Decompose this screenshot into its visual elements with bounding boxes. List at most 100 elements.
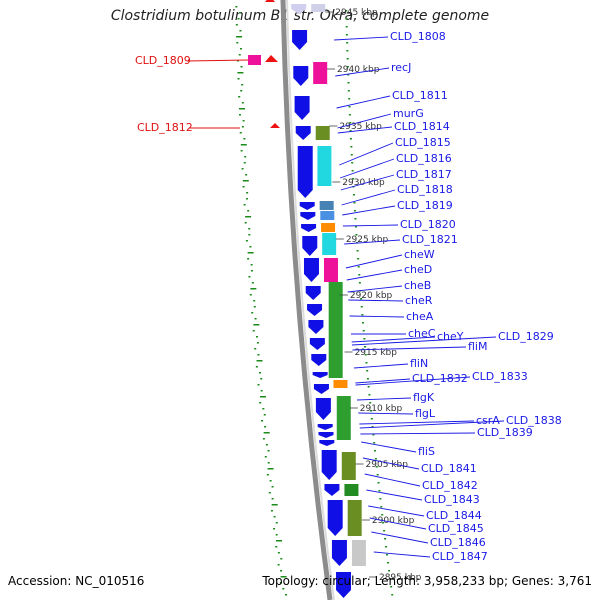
gc-tick bbox=[253, 300, 256, 302]
gc-tick bbox=[254, 318, 257, 320]
gene-label-flin: fliN bbox=[410, 357, 428, 370]
gene-label-chew: cheW bbox=[404, 248, 435, 261]
gc-tick bbox=[238, 54, 241, 56]
gc-tick bbox=[253, 324, 260, 326]
leader-line bbox=[339, 158, 395, 179]
gc-tick bbox=[387, 562, 390, 564]
leader-line bbox=[342, 224, 399, 227]
leader-line bbox=[369, 517, 427, 530]
gc-tick bbox=[256, 342, 259, 344]
gc-tick bbox=[360, 298, 363, 300]
gc-tick bbox=[355, 234, 358, 236]
gc-tick bbox=[280, 570, 283, 572]
gc-tick bbox=[348, 98, 351, 100]
gc-tick bbox=[348, 114, 351, 116]
gc-tick bbox=[243, 162, 246, 164]
gene-block bbox=[344, 484, 359, 496]
gc-tick bbox=[277, 552, 280, 554]
gc-tick bbox=[385, 546, 388, 548]
gc-tick bbox=[347, 74, 350, 76]
gc-tick bbox=[380, 506, 383, 508]
leader-line bbox=[366, 489, 423, 501]
gc-tick bbox=[374, 450, 377, 452]
gc-tick bbox=[365, 362, 368, 364]
leader-line bbox=[337, 126, 393, 134]
gc-tick bbox=[269, 480, 272, 482]
gc-tick bbox=[266, 474, 269, 476]
gene-label-cld_1845: CLD_1845 bbox=[428, 522, 484, 535]
gene-label-murg: murG bbox=[393, 107, 424, 120]
gc-tick bbox=[280, 576, 287, 578]
leader-line bbox=[353, 363, 409, 369]
leader-line bbox=[355, 376, 471, 386]
gc-tick bbox=[377, 482, 380, 484]
gc-tick bbox=[247, 252, 254, 254]
gene-label-cld_1818: CLD_1818 bbox=[397, 183, 453, 196]
gc-tick bbox=[366, 378, 369, 380]
gc-tick bbox=[241, 168, 244, 170]
gene-arrow bbox=[313, 384, 329, 394]
gene-arrow bbox=[317, 424, 333, 430]
gc-tick bbox=[243, 204, 246, 206]
leader-line bbox=[345, 254, 403, 269]
topology-text: Topology: circular; Length: 3,958,233 bp… bbox=[262, 574, 592, 588]
gc-tick bbox=[358, 282, 361, 284]
gc-tick bbox=[275, 534, 278, 536]
gc-tick bbox=[240, 150, 243, 152]
gene-label-cld_1811: CLD_1811 bbox=[392, 89, 448, 102]
gc-tick bbox=[271, 498, 274, 500]
leader-line bbox=[355, 378, 411, 384]
gene-label-cld_1819: CLD_1819 bbox=[397, 199, 453, 212]
gene-block bbox=[311, 4, 326, 12]
gene-label-flim: fliM bbox=[468, 340, 487, 353]
gc-tick bbox=[248, 234, 251, 236]
gene-label-chey: cheY bbox=[437, 330, 464, 343]
gc-tick bbox=[381, 514, 384, 516]
gc-tick bbox=[364, 346, 367, 348]
gene-label-cld_1809: CLD_1809 bbox=[135, 54, 191, 67]
gc-tick bbox=[236, 42, 239, 44]
kbp-label: 2915 kbp bbox=[355, 348, 398, 358]
gc-tick bbox=[246, 192, 249, 194]
leader-line bbox=[351, 336, 497, 346]
gc-tick bbox=[252, 330, 255, 332]
leader-line bbox=[371, 531, 429, 544]
gene-block bbox=[321, 223, 336, 232]
gc-tick bbox=[240, 144, 247, 146]
gene-label-cld_1832: CLD_1832 bbox=[412, 372, 468, 385]
gc-tick bbox=[349, 130, 352, 132]
leader-line bbox=[351, 336, 436, 343]
gc-tick bbox=[357, 266, 360, 268]
gc-tick bbox=[353, 210, 356, 212]
gc-tick bbox=[352, 194, 355, 196]
gc-tick bbox=[372, 434, 375, 436]
gc-tick bbox=[366, 370, 369, 372]
kbp-label: 2935 kbp bbox=[339, 122, 382, 132]
gene-block bbox=[320, 211, 335, 220]
gene-label-ched: cheD bbox=[404, 263, 432, 276]
gene-arrow bbox=[305, 286, 321, 300]
gc-tick bbox=[259, 396, 266, 398]
gene-arrow bbox=[294, 96, 310, 120]
kbp-label: 2905 kbp bbox=[366, 460, 409, 470]
gc-tick bbox=[251, 282, 254, 284]
gc-tick bbox=[257, 384, 260, 386]
gc-tick bbox=[384, 538, 387, 540]
leader-line bbox=[340, 174, 395, 191]
gene-label-recj: recJ bbox=[391, 61, 411, 74]
gc-tick bbox=[273, 528, 276, 530]
gc-tick bbox=[346, 66, 349, 68]
gc-tick bbox=[388, 570, 391, 572]
gene-block bbox=[322, 233, 337, 255]
leader-line bbox=[359, 420, 475, 425]
gene-block bbox=[336, 396, 351, 440]
forward-strand-track bbox=[291, 4, 352, 598]
gc-tick bbox=[262, 408, 265, 410]
gene-label-cld_1812: CLD_1812 bbox=[137, 121, 193, 134]
gene-color-blocks bbox=[311, 4, 366, 566]
gc-tick bbox=[251, 312, 254, 314]
gene-label-cld_1820: CLD_1820 bbox=[400, 218, 456, 231]
gc-tick bbox=[247, 258, 250, 260]
